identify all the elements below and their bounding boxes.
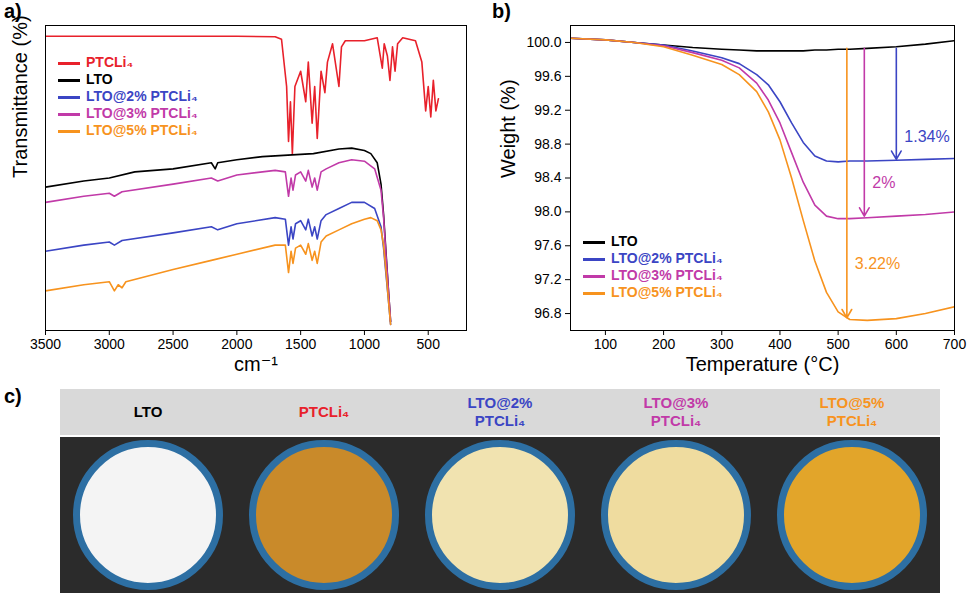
html-text:LTO@2% PTCLi₄: LTO@2% PTCLi₄ xyxy=(467,394,533,429)
svg-text:Transmittance (%): Transmittance (%) xyxy=(9,15,31,178)
svg-text:2000: 2000 xyxy=(221,336,252,352)
svg-text:1.34%: 1.34% xyxy=(904,128,949,145)
svg-text:97.6: 97.6 xyxy=(534,237,561,253)
svg-text:300: 300 xyxy=(710,336,734,352)
svg-text:400: 400 xyxy=(768,336,792,352)
svg-text:98.4: 98.4 xyxy=(534,169,561,185)
html-text:a): a) xyxy=(4,0,22,22)
svg-text:100.0: 100.0 xyxy=(526,34,561,50)
svg-text:96.8: 96.8 xyxy=(534,305,561,321)
svg-text:2%: 2% xyxy=(872,174,895,191)
html-text:LTO@3% PTCLi₄: LTO@3% PTCLi₄ xyxy=(643,394,709,429)
svg-text:cm⁻¹: cm⁻¹ xyxy=(234,353,278,375)
svg-text:2500: 2500 xyxy=(157,336,188,352)
svg-text:3.22%: 3.22% xyxy=(855,255,900,272)
svg-text:500: 500 xyxy=(417,336,441,352)
svg-text:1500: 1500 xyxy=(285,336,316,352)
svg-text:1000: 1000 xyxy=(349,336,380,352)
html-text:LTO@5% PTCLi₄: LTO@5% PTCLi₄ xyxy=(819,394,885,429)
html-text:LTO@3% PTCLi₄: LTO@3% PTCLi₄ xyxy=(86,105,198,121)
html-text:LTO@5% PTCLi₄: LTO@5% PTCLi₄ xyxy=(86,122,198,138)
svg-text:3500: 3500 xyxy=(30,336,61,352)
svg-text:98.8: 98.8 xyxy=(534,136,561,152)
svg-text:200: 200 xyxy=(652,336,676,352)
html-text:LTO@2% PTCLi₄: LTO@2% PTCLi₄ xyxy=(86,88,198,104)
svg-text:99.2: 99.2 xyxy=(534,102,561,118)
svg-text:600: 600 xyxy=(885,336,909,352)
svg-text:3000: 3000 xyxy=(94,336,125,352)
svg-text:99.6: 99.6 xyxy=(534,68,561,84)
html-text:LTO@2% PTCLi₄: LTO@2% PTCLi₄ xyxy=(611,250,723,266)
html-text:b): b) xyxy=(492,0,511,22)
html-text:LTO@3% PTCLi₄: LTO@3% PTCLi₄ xyxy=(611,267,723,283)
html-text:LTO: LTO xyxy=(133,403,163,420)
svg-text:700: 700 xyxy=(943,336,967,352)
html-text:PTCLi₄: PTCLi₄ xyxy=(86,54,134,70)
html-text:PTCLi₄: PTCLi₄ xyxy=(298,403,350,420)
svg-text:Temperature (°C): Temperature (°C) xyxy=(686,353,840,375)
html-text:LTO: LTO xyxy=(86,71,113,87)
svg-text:97.2: 97.2 xyxy=(534,271,561,287)
svg-text:500: 500 xyxy=(826,336,850,352)
html-text:c): c) xyxy=(4,385,22,407)
svg-text:Weight (%): Weight (%) xyxy=(497,79,519,178)
svg-text:98.0: 98.0 xyxy=(534,203,561,219)
html-text:LTO@5% PTCLi₄: LTO@5% PTCLi₄ xyxy=(611,284,723,300)
html-text:LTO: LTO xyxy=(611,233,638,249)
svg-text:100: 100 xyxy=(594,336,618,352)
